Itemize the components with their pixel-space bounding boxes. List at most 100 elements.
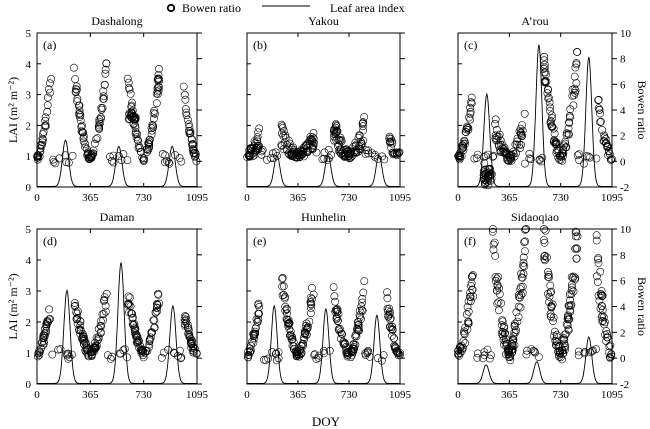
bowen-point bbox=[558, 146, 567, 155]
bowen-point bbox=[384, 312, 393, 321]
bowen-point bbox=[512, 326, 520, 334]
bowen-point bbox=[286, 327, 295, 336]
bowen-point bbox=[280, 294, 289, 303]
bowen-point bbox=[183, 115, 192, 124]
bowen-point bbox=[489, 240, 498, 249]
bowen-point bbox=[517, 273, 526, 282]
bowen-point bbox=[566, 306, 575, 314]
bowen-point bbox=[483, 345, 492, 354]
bowen-point bbox=[257, 150, 266, 159]
bowen-point bbox=[278, 274, 287, 283]
bowen-point bbox=[44, 85, 53, 94]
bowen-point bbox=[329, 283, 338, 291]
bowen-point bbox=[148, 121, 157, 129]
bowen-point bbox=[562, 131, 571, 139]
bowen-point bbox=[358, 122, 367, 131]
bowen-point bbox=[520, 109, 529, 118]
bowen-point bbox=[592, 154, 601, 163]
bowen-point bbox=[162, 157, 171, 165]
bowen-point bbox=[479, 153, 488, 161]
bowen-point bbox=[253, 133, 262, 142]
bowen-point bbox=[561, 330, 569, 339]
bowen-point bbox=[127, 108, 136, 117]
bowen-point bbox=[488, 152, 497, 161]
x-tick-label: 365 bbox=[82, 192, 99, 204]
y-left-label: LAI (m² m⁻²) bbox=[6, 77, 20, 143]
bowen-point bbox=[331, 297, 339, 306]
bowen-point bbox=[33, 151, 42, 159]
bowen-point bbox=[384, 310, 393, 319]
bowen-point bbox=[124, 292, 133, 301]
bowen-point bbox=[133, 334, 142, 342]
bowen-point bbox=[572, 59, 581, 67]
bowen-point bbox=[177, 353, 186, 362]
bowen-point bbox=[261, 356, 270, 364]
bowen-point bbox=[540, 68, 548, 77]
bowen-point bbox=[187, 135, 196, 144]
bowen-point bbox=[521, 247, 529, 255]
bowen-point bbox=[499, 328, 508, 337]
bowen-point bbox=[145, 135, 154, 144]
bowen-point bbox=[182, 318, 191, 327]
bowen-point bbox=[271, 148, 280, 157]
bowen-point bbox=[306, 309, 315, 318]
bowen-point bbox=[249, 332, 258, 341]
bowen-point bbox=[302, 141, 311, 150]
bowen-point bbox=[560, 335, 569, 344]
bowen-point bbox=[152, 304, 161, 312]
bowen-point bbox=[463, 122, 471, 131]
bowen-point bbox=[140, 348, 149, 357]
bowen-point bbox=[124, 78, 133, 87]
bowen-point bbox=[603, 333, 612, 342]
bowen-point bbox=[606, 341, 615, 350]
bowen-point bbox=[332, 122, 341, 131]
bowen-point bbox=[357, 306, 366, 314]
bowen-point bbox=[324, 145, 333, 154]
bowen-point bbox=[320, 349, 328, 358]
bowen-point bbox=[339, 337, 348, 346]
bowen-point bbox=[71, 88, 80, 97]
bowen-point bbox=[564, 325, 573, 333]
bowen-point bbox=[70, 302, 79, 311]
bowen-point bbox=[516, 293, 524, 302]
bowen-point bbox=[155, 65, 163, 73]
y-right-tick-label: 6 bbox=[620, 276, 626, 288]
bowen-point bbox=[333, 316, 342, 325]
bowen-point bbox=[389, 148, 398, 157]
bowen-point bbox=[248, 143, 257, 152]
bowen-point bbox=[506, 153, 515, 162]
bowen-point bbox=[567, 286, 576, 295]
bowen-point bbox=[65, 353, 74, 362]
bowen-point bbox=[268, 347, 276, 356]
bowen-point bbox=[100, 293, 109, 302]
bowen-point bbox=[287, 335, 296, 344]
bowen-point bbox=[462, 310, 471, 319]
bowen-point bbox=[41, 116, 50, 125]
bowen-point bbox=[386, 308, 394, 317]
bowen-point bbox=[515, 293, 523, 301]
bowen-point bbox=[292, 346, 300, 355]
bowen-point bbox=[480, 351, 489, 360]
bowen-point bbox=[46, 88, 54, 97]
bowen-point bbox=[501, 335, 510, 344]
bowen-point bbox=[274, 348, 283, 356]
bowen-point bbox=[519, 269, 528, 278]
bowen-point bbox=[493, 286, 501, 295]
panel-letter: (a) bbox=[43, 38, 56, 52]
bowen-point bbox=[77, 127, 86, 136]
bowen-point bbox=[133, 135, 142, 144]
bowen-point bbox=[548, 122, 557, 131]
bowen-point bbox=[292, 352, 301, 361]
bowen-point bbox=[144, 139, 153, 148]
y-right-label: Bowen ratio bbox=[635, 277, 649, 336]
bowen-point bbox=[570, 72, 579, 81]
bowen-point bbox=[335, 140, 343, 149]
bowen-point bbox=[573, 232, 582, 241]
bowen-point bbox=[89, 149, 98, 158]
bowen-point bbox=[561, 139, 569, 148]
y-left-tick-label: 0 bbox=[26, 379, 32, 391]
bowen-point bbox=[71, 75, 79, 84]
bowen-point bbox=[380, 155, 389, 164]
bowen-point bbox=[465, 113, 473, 122]
bowen-point bbox=[513, 317, 522, 326]
